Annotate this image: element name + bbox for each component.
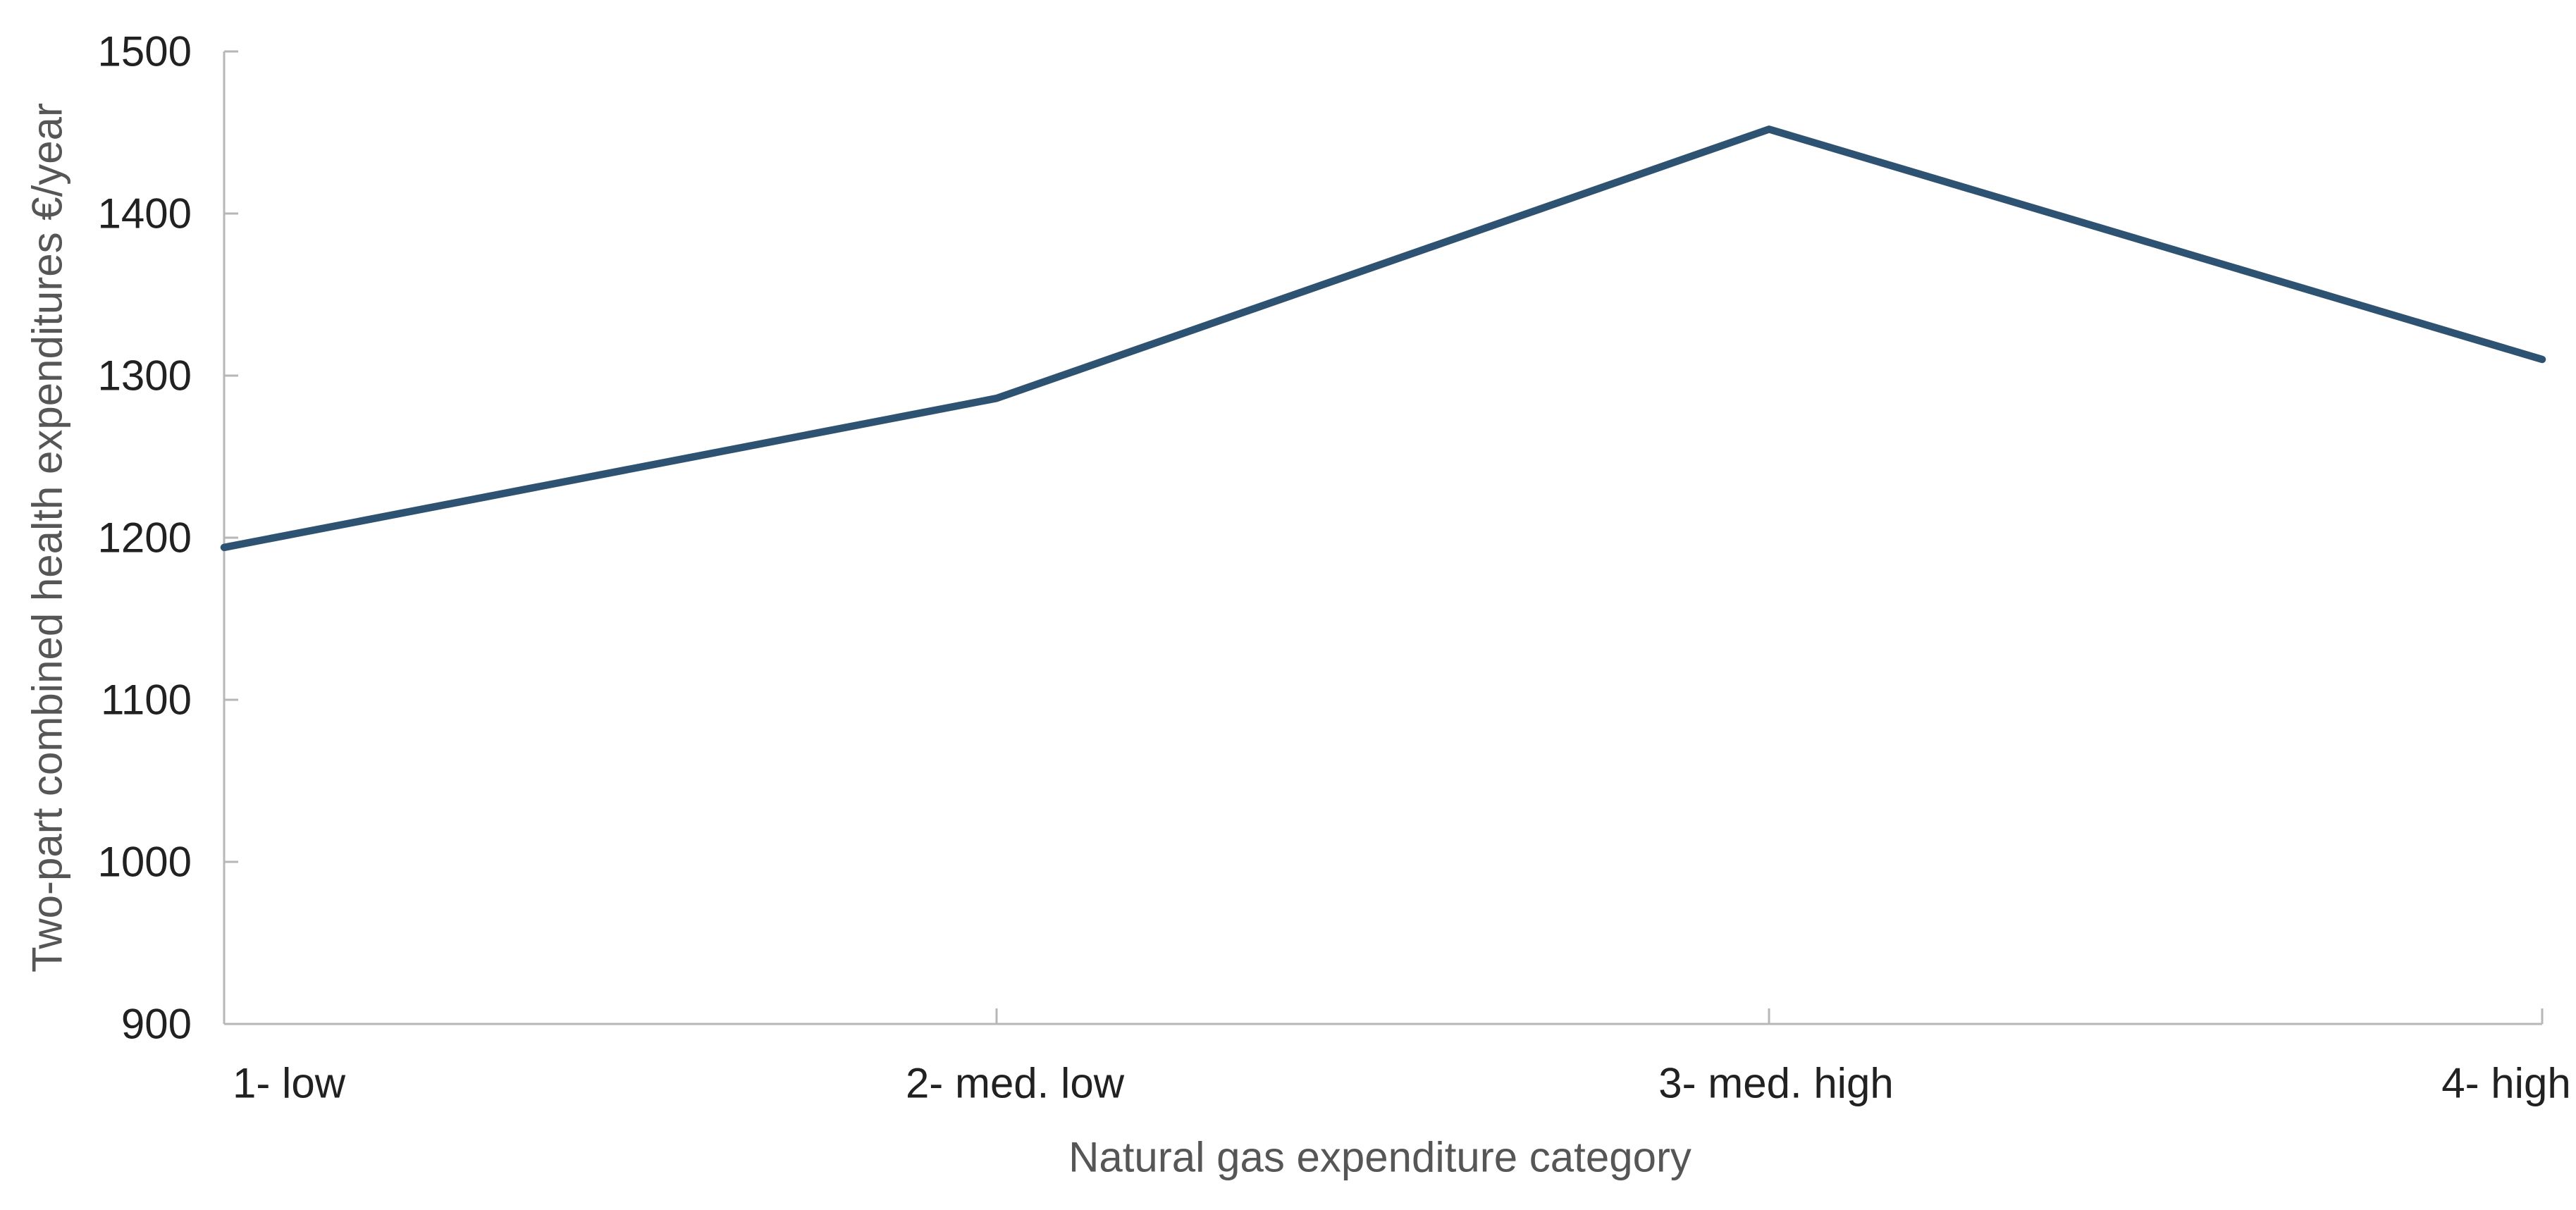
y-axis-title: Two-part combined health expenditures €/… <box>24 103 71 973</box>
x-axis-title: Natural gas expenditure category <box>1068 1134 1691 1181</box>
y-tick-label: 1300 <box>98 352 192 400</box>
x-tick-label: 2- med. low <box>906 1060 1125 1107</box>
x-tick-label: 1- low <box>233 1060 346 1107</box>
y-axis-ticks <box>224 50 238 1025</box>
y-tick-label: 1100 <box>101 677 192 724</box>
y-tick-label: 1000 <box>98 839 192 886</box>
y-tick-label: 1200 <box>98 514 192 562</box>
y-tick-label: 900 <box>121 1001 192 1048</box>
data-series-line <box>220 125 2546 552</box>
x-axis-ticks <box>223 1008 2544 1024</box>
x-tick-label: 4- high <box>2441 1060 2570 1107</box>
y-axis-tick-labels: 900 1000 1100 1200 1300 1400 1500 <box>98 28 192 1048</box>
x-axis-tick-labels: 1- low 2- med. low 3- med. high 4- high <box>233 1060 2571 1107</box>
x-tick-label: 3- med. high <box>1658 1060 1894 1107</box>
y-tick-label: 1500 <box>98 28 192 75</box>
y-tick-label: 1400 <box>98 190 192 237</box>
